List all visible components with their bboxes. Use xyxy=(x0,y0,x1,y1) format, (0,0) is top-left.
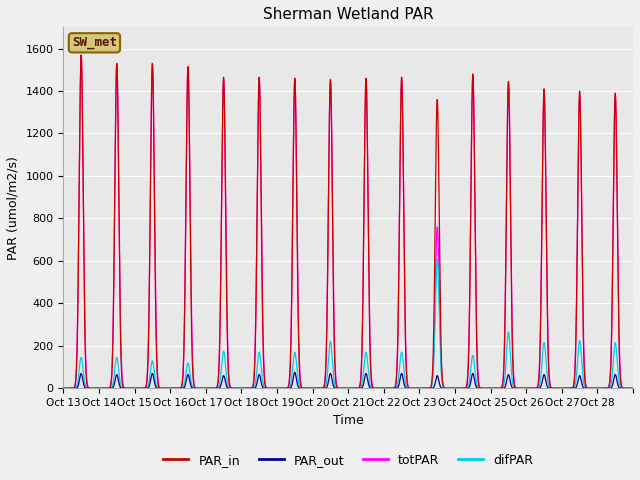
Y-axis label: PAR (umol/m2/s): PAR (umol/m2/s) xyxy=(7,156,20,260)
Legend: PAR_in, PAR_out, totPAR, difPAR: PAR_in, PAR_out, totPAR, difPAR xyxy=(158,449,538,472)
Text: SW_met: SW_met xyxy=(72,36,117,49)
Title: Sherman Wetland PAR: Sherman Wetland PAR xyxy=(263,7,433,22)
X-axis label: Time: Time xyxy=(333,414,364,427)
